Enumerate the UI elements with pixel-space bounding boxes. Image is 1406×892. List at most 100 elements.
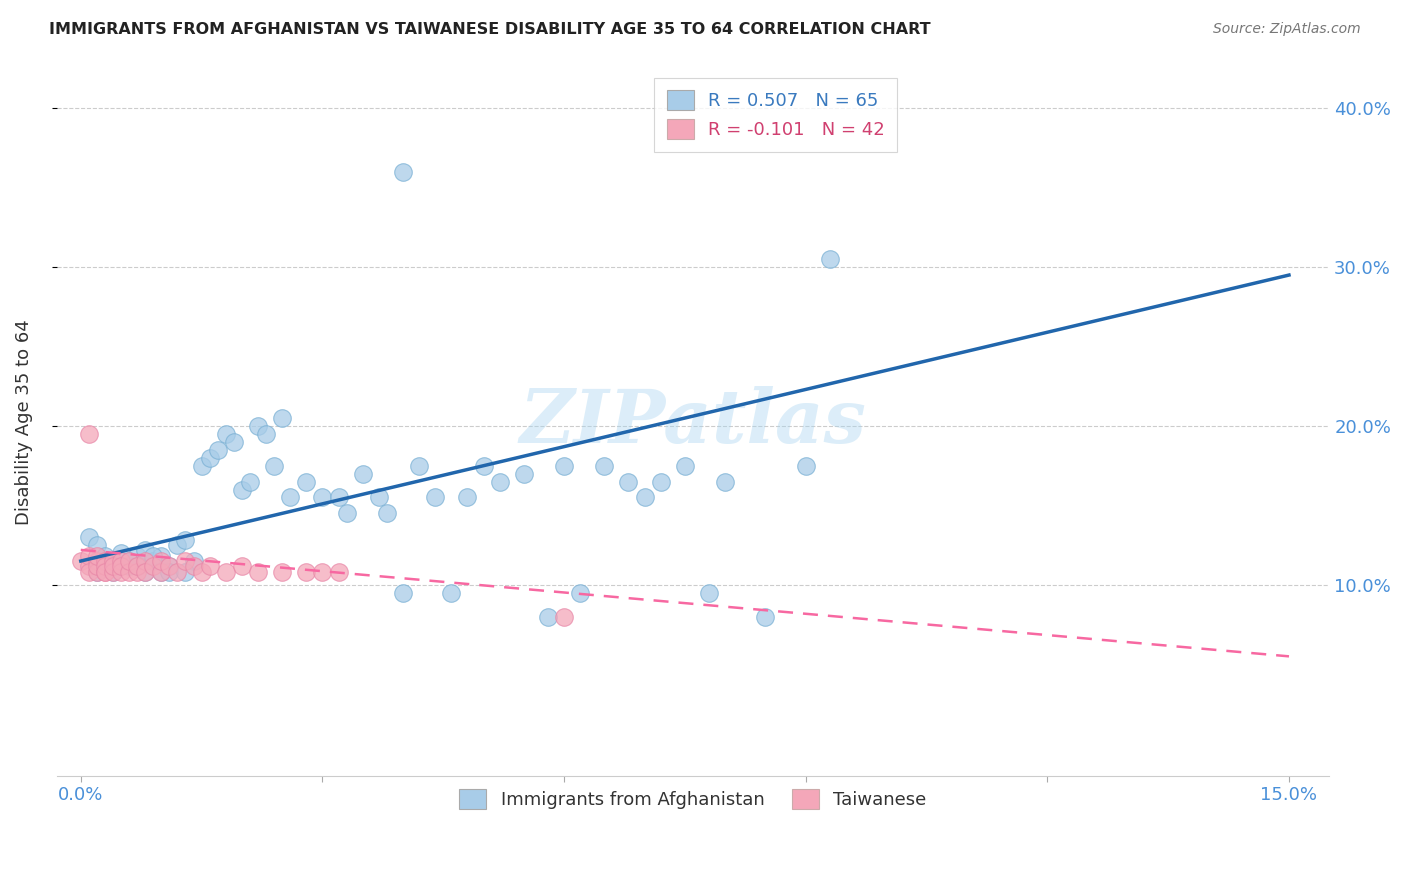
Point: [101, 565, 124, 579]
Point: [183, 558, 205, 573]
Point: [336, 507, 359, 521]
Point: [392, 165, 415, 179]
Point: [94, 565, 117, 579]
Point: [118, 554, 141, 568]
Point: [77, 549, 100, 564]
Point: [166, 538, 188, 552]
Point: [198, 558, 221, 573]
Point: [311, 565, 333, 579]
Text: ZIPatlas: ZIPatlas: [519, 385, 866, 458]
Point: [231, 483, 253, 497]
Text: Source: ZipAtlas.com: Source: ZipAtlas.com: [1213, 22, 1361, 37]
Point: [110, 565, 132, 579]
Point: [222, 434, 245, 449]
Point: [157, 565, 180, 579]
Point: [183, 554, 205, 568]
Point: [86, 549, 108, 564]
Legend: Immigrants from Afghanistan, Taiwanese: Immigrants from Afghanistan, Taiwanese: [453, 781, 934, 816]
Point: [142, 549, 165, 564]
Point: [513, 467, 536, 481]
Point: [617, 475, 640, 489]
Point: [328, 491, 350, 505]
Point: [150, 549, 173, 564]
Point: [134, 554, 156, 568]
Point: [633, 491, 655, 505]
Point: [311, 491, 333, 505]
Point: [754, 609, 776, 624]
Point: [134, 542, 156, 557]
Point: [271, 411, 294, 425]
Point: [118, 554, 141, 568]
Point: [127, 565, 149, 579]
Point: [86, 554, 108, 568]
Point: [101, 554, 124, 568]
Point: [110, 546, 132, 560]
Point: [367, 491, 389, 505]
Point: [488, 475, 510, 489]
Point: [198, 450, 221, 465]
Y-axis label: Disability Age 35 to 64: Disability Age 35 to 64: [15, 319, 32, 524]
Point: [593, 458, 616, 473]
Point: [134, 565, 156, 579]
Point: [794, 458, 817, 473]
Point: [271, 565, 294, 579]
Point: [118, 565, 141, 579]
Point: [231, 558, 253, 573]
Point: [150, 565, 173, 579]
Point: [278, 491, 301, 505]
Point: [86, 565, 108, 579]
Point: [110, 554, 132, 568]
Point: [101, 554, 124, 568]
Point: [295, 565, 318, 579]
Point: [392, 586, 415, 600]
Point: [246, 419, 269, 434]
Point: [77, 565, 100, 579]
Point: [714, 475, 737, 489]
Point: [94, 558, 117, 573]
Point: [553, 609, 575, 624]
Point: [166, 565, 188, 579]
Point: [150, 565, 173, 579]
Point: [239, 475, 262, 489]
Point: [174, 533, 197, 548]
Point: [553, 458, 575, 473]
Point: [118, 558, 141, 573]
Point: [94, 549, 117, 564]
Point: [86, 565, 108, 579]
Point: [157, 558, 180, 573]
Point: [174, 554, 197, 568]
Point: [94, 558, 117, 573]
Point: [190, 458, 212, 473]
Point: [650, 475, 672, 489]
Point: [569, 586, 592, 600]
Point: [697, 586, 720, 600]
Point: [101, 565, 124, 579]
Point: [207, 442, 229, 457]
Point: [86, 558, 108, 573]
Point: [127, 549, 149, 564]
Point: [157, 558, 180, 573]
Point: [142, 554, 165, 568]
Point: [537, 609, 560, 624]
Point: [110, 558, 132, 573]
Point: [254, 426, 277, 441]
Point: [295, 475, 318, 489]
Point: [352, 467, 374, 481]
Point: [150, 554, 173, 568]
Point: [215, 426, 238, 441]
Point: [77, 530, 100, 544]
Point: [190, 565, 212, 579]
Point: [328, 565, 350, 579]
Point: [375, 507, 398, 521]
Point: [94, 565, 117, 579]
Point: [69, 554, 91, 568]
Point: [142, 558, 165, 573]
Point: [77, 426, 100, 441]
Point: [246, 565, 269, 579]
Point: [673, 458, 696, 473]
Text: IMMIGRANTS FROM AFGHANISTAN VS TAIWANESE DISABILITY AGE 35 TO 64 CORRELATION CHA: IMMIGRANTS FROM AFGHANISTAN VS TAIWANESE…: [49, 22, 931, 37]
Point: [472, 458, 495, 473]
Point: [456, 491, 478, 505]
Point: [101, 558, 124, 573]
Point: [77, 558, 100, 573]
